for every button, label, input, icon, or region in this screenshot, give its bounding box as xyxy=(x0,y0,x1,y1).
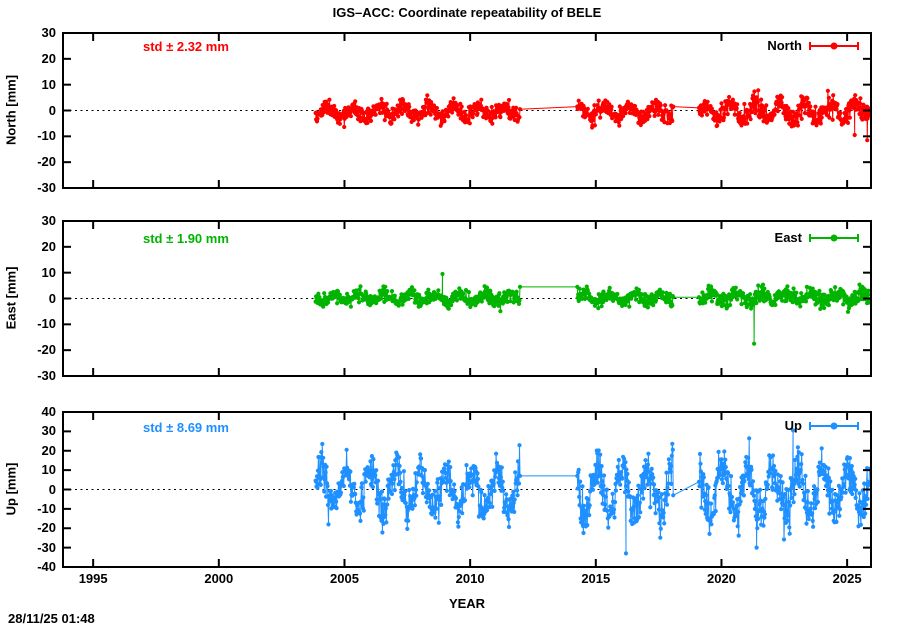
y-tick-label: 40 xyxy=(41,404,56,419)
x-tick-label: 2005 xyxy=(330,571,359,586)
x-tick-label: 2015 xyxy=(581,571,611,586)
series-east xyxy=(313,271,870,346)
legend-label-north: North xyxy=(767,38,802,53)
legend-label-east: East xyxy=(774,230,802,245)
y-tick-label: -30 xyxy=(37,180,56,195)
y-tick-label: 0 xyxy=(48,290,56,306)
y-tick-label: 10 xyxy=(41,264,56,280)
y-tick-label: 30 xyxy=(41,213,56,228)
y-tick-label: -10 xyxy=(37,128,56,144)
series-up xyxy=(313,428,870,556)
y-tick-label: 20 xyxy=(41,442,56,458)
y-tick-label: -30 xyxy=(37,539,56,555)
y-tick-label: 30 xyxy=(41,25,56,40)
x-axis-label: YEAR xyxy=(448,596,486,611)
y-tick-label: -10 xyxy=(37,500,56,516)
y-tick-label: 20 xyxy=(41,238,56,254)
x-tick-label: 2010 xyxy=(455,571,485,586)
std-label-east: std ± 1.90 mm xyxy=(143,231,229,246)
series-north xyxy=(313,88,870,143)
x-tick-label: 2000 xyxy=(204,571,234,586)
y-tick-label: -20 xyxy=(37,520,56,536)
y-tick-label: 30 xyxy=(41,423,56,439)
x-tick-label: 1995 xyxy=(78,571,108,586)
std-label-north: std ± 2.32 mm xyxy=(143,39,229,54)
y-tick-label: -20 xyxy=(37,342,56,358)
y-tick-label: 20 xyxy=(41,50,56,66)
timestamp: 28/11/25 01:48 xyxy=(8,611,95,626)
y-tick-label: 10 xyxy=(41,76,56,92)
y-tick-label: -20 xyxy=(37,154,56,170)
y-tick-label: -40 xyxy=(37,559,56,574)
y-tick-label: 0 xyxy=(48,102,56,118)
std-label-up: std ± 8.69 mm xyxy=(143,420,229,435)
y-tick-label: 10 xyxy=(41,462,56,478)
x-tick-label: 2025 xyxy=(832,571,862,586)
x-tick-label: 2020 xyxy=(706,571,736,586)
y-tick-label: -30 xyxy=(37,368,56,383)
legend-label-up: Up xyxy=(784,418,802,433)
y-tick-label: -10 xyxy=(37,316,56,332)
y-tick-label: 0 xyxy=(48,481,56,497)
chart-title: IGS–ACC: Coordinate repeatability of BEL… xyxy=(332,5,602,20)
